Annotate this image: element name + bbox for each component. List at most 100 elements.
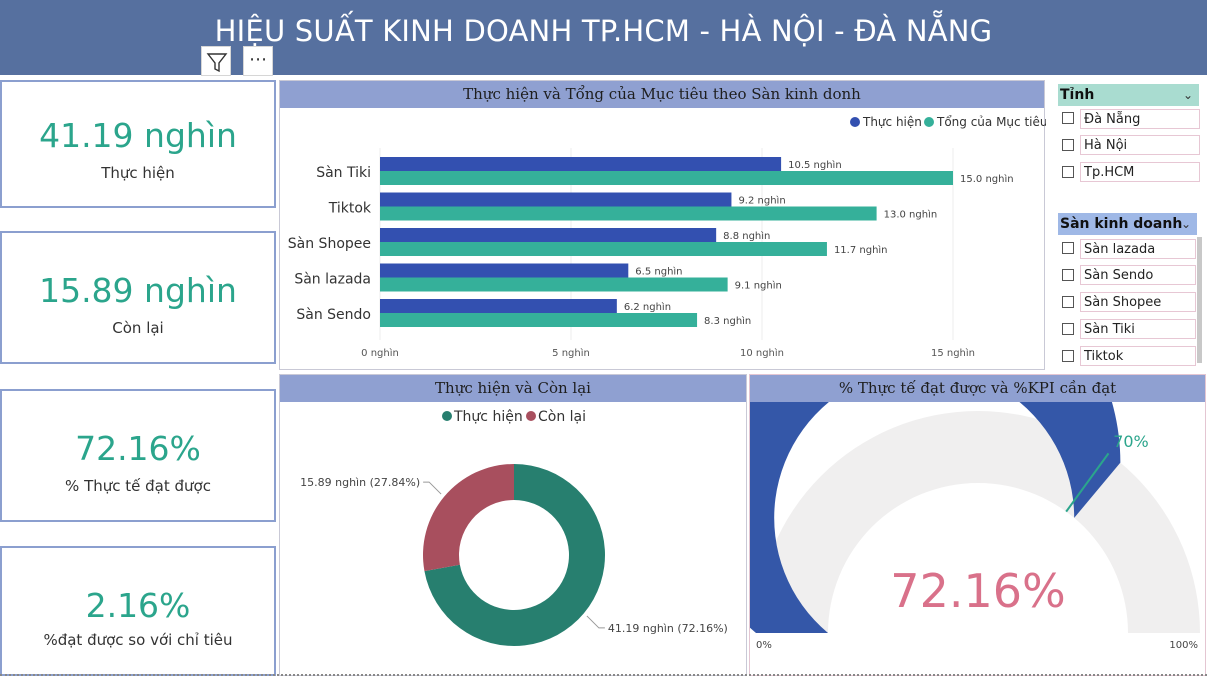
slice-label: 41.19 nghìn (72.16%) <box>608 622 728 635</box>
slicer-item-label: Sàn Sendo <box>1080 265 1196 285</box>
bar <box>380 313 698 327</box>
checkbox[interactable] <box>1062 269 1074 281</box>
category-label: Sàn Sendo <box>296 307 371 323</box>
gauge-fill <box>750 402 1121 633</box>
category-label: Tiktok <box>328 201 372 217</box>
slicer-item-label: Sàn lazada <box>1080 239 1196 259</box>
slicer-item-label: Sàn Shopee <box>1080 292 1196 312</box>
bar <box>380 206 877 221</box>
bar <box>380 228 717 242</box>
data-label: 8.8 nghìn <box>723 230 770 242</box>
filter-icon <box>206 53 228 73</box>
bar-chart-panel: Thực hiện và Tổng của Mục tiêu theo Sàn … <box>279 80 1046 370</box>
page-title: HIỆU SUẤT KINH DOANH TP.HCM - HÀ NỘI - Đ… <box>214 14 993 48</box>
data-label: 6.2 nghìn <box>624 301 671 313</box>
slicer-tinh-title: Tỉnh <box>1060 87 1095 103</box>
gauge-min-label: 0% <box>756 640 772 651</box>
slicer-san-title: Sàn kinh doanh <box>1060 216 1183 232</box>
category-label: Sàn Tiki <box>316 165 371 181</box>
gauge-target-marker <box>1065 452 1110 513</box>
x-tick-label: 15 nghìn <box>931 347 975 359</box>
legend-marker <box>526 411 536 421</box>
data-label: 9.2 nghìn <box>738 195 785 207</box>
x-tick-label: 10 nghìn <box>740 347 784 359</box>
data-label: 15.0 nghìn <box>960 173 1014 185</box>
data-label: 6.5 nghìn <box>635 266 682 278</box>
kpi-value: 72.16% <box>75 429 201 468</box>
legend-label: Thực hiện <box>862 115 922 129</box>
checkbox[interactable] <box>1062 112 1074 124</box>
bar-chart-title: Thực hiện và Tổng của Mục tiêu theo Sàn … <box>280 81 1044 108</box>
donut-slice <box>424 464 605 646</box>
gauge-value-label: 72.16% <box>890 564 1065 618</box>
gauge-max-label: 100% <box>1169 640 1198 651</box>
kpi-value: 15.89 nghìn <box>39 271 237 310</box>
leader-line <box>423 481 442 495</box>
chevron-down-icon: ⌄ <box>1182 88 1193 102</box>
bar <box>380 192 732 207</box>
slicer-item-label: Tiktok <box>1080 346 1196 366</box>
data-label: 9.1 nghìn <box>735 280 782 292</box>
donut-chart-title: Thực hiện và Còn lại <box>280 375 746 402</box>
gauge-target-label: 70% <box>1113 432 1149 451</box>
kpi-value: 2.16% <box>85 586 191 625</box>
checkbox[interactable] <box>1062 350 1074 362</box>
more-options-button[interactable]: ⋯ <box>243 46 273 76</box>
filter-button[interactable] <box>201 46 231 76</box>
legend-label: Thực hiện <box>453 409 523 425</box>
slicer-tinh-header[interactable]: Tỉnh ⌄ <box>1058 84 1199 106</box>
bar-chart: 0 nghìn 5 nghìn 10 nghìn 15 nghìn Thực hiện T… <box>288 115 1046 359</box>
gauge-chart: 0% 100% 72.16% 70% <box>750 402 1200 651</box>
donut-slice <box>423 464 514 572</box>
slicer-san-kinh-doanh: Sàn kinh doanh ⌄ Sàn lazada Sàn Sendo Sà… <box>1058 213 1204 369</box>
kpi-card-dat-duoc-so-voi-chi-tieu: 2.16% %đạt được so với chỉ tiêu <box>0 546 276 676</box>
gauge-panel: % Thực tế đạt được và %KPI cần đạt 0% 10… <box>749 374 1206 676</box>
slicer-item-label: Tp.HCM <box>1080 162 1200 182</box>
kpi-label: %đạt được so với chỉ tiêu <box>43 631 233 649</box>
gauge-title: % Thực tế đạt được và %KPI cần đạt <box>750 375 1205 402</box>
category-label: Sàn lazada <box>294 272 371 288</box>
x-tick-label: 0 nghìn <box>361 347 399 359</box>
kpi-card-con-lai: 15.89 nghìn Còn lại <box>0 231 276 364</box>
legend-marker <box>924 117 934 127</box>
bar <box>380 157 782 171</box>
data-label: 13.0 nghìn <box>884 209 938 221</box>
bar <box>380 299 617 313</box>
bar <box>380 242 827 256</box>
x-tick-label: 5 nghìn <box>552 347 590 359</box>
bar <box>380 277 728 292</box>
slicer-item-label: Đà Nẵng <box>1080 109 1200 129</box>
chevron-down-icon: ⌄ <box>1180 217 1191 231</box>
category-label: Sàn Shopee <box>288 236 371 252</box>
bar <box>380 263 629 278</box>
checkbox[interactable] <box>1062 296 1074 308</box>
donut-chart-panel: Thực hiện và Còn lại Thực hiện Còn lại 41.… <box>279 374 747 676</box>
slicer-tinh: Tỉnh ⌄ Đà Nẵng Hà Nội Tp.HCM <box>1058 84 1200 184</box>
legend-label: Tổng của Mục tiêu <box>936 115 1046 129</box>
slicer-item-label: Hà Nội <box>1080 135 1200 155</box>
data-label: 11.7 nghìn <box>834 244 888 256</box>
slice-label: 15.89 nghìn (27.84%) <box>300 476 420 489</box>
donut-chart: Thực hiện Còn lại 41.19 nghìn (72.16%) 15.8… <box>300 409 728 646</box>
page-bottom-border <box>0 674 1207 676</box>
bar <box>380 171 953 185</box>
kpi-label: Còn lại <box>112 319 164 337</box>
checkbox[interactable] <box>1062 166 1074 178</box>
slicer-item-label: Sàn Tiki <box>1080 319 1196 339</box>
data-label: 8.3 nghìn <box>704 315 751 327</box>
kpi-value: 41.19 nghìn <box>39 116 237 155</box>
checkbox[interactable] <box>1062 323 1074 335</box>
legend-label: Còn lại <box>538 409 586 425</box>
legend-marker <box>850 117 860 127</box>
slicer-scrollbar[interactable] <box>1197 237 1202 363</box>
kpi-card-thuc-te-dat-duoc: 72.16% % Thực tế đạt được <box>0 389 276 522</box>
more-icon: ⋯ <box>249 49 267 70</box>
checkbox[interactable] <box>1062 242 1074 254</box>
leader-line <box>586 615 605 629</box>
kpi-card-thuc-hien: 41.19 nghìn Thực hiện <box>0 80 276 208</box>
slicer-san-header[interactable]: Sàn kinh doanh ⌄ <box>1058 213 1197 235</box>
kpi-label: % Thực tế đạt được <box>65 477 211 495</box>
legend-marker <box>442 411 452 421</box>
checkbox[interactable] <box>1062 139 1074 151</box>
kpi-label: Thực hiện <box>101 164 175 182</box>
